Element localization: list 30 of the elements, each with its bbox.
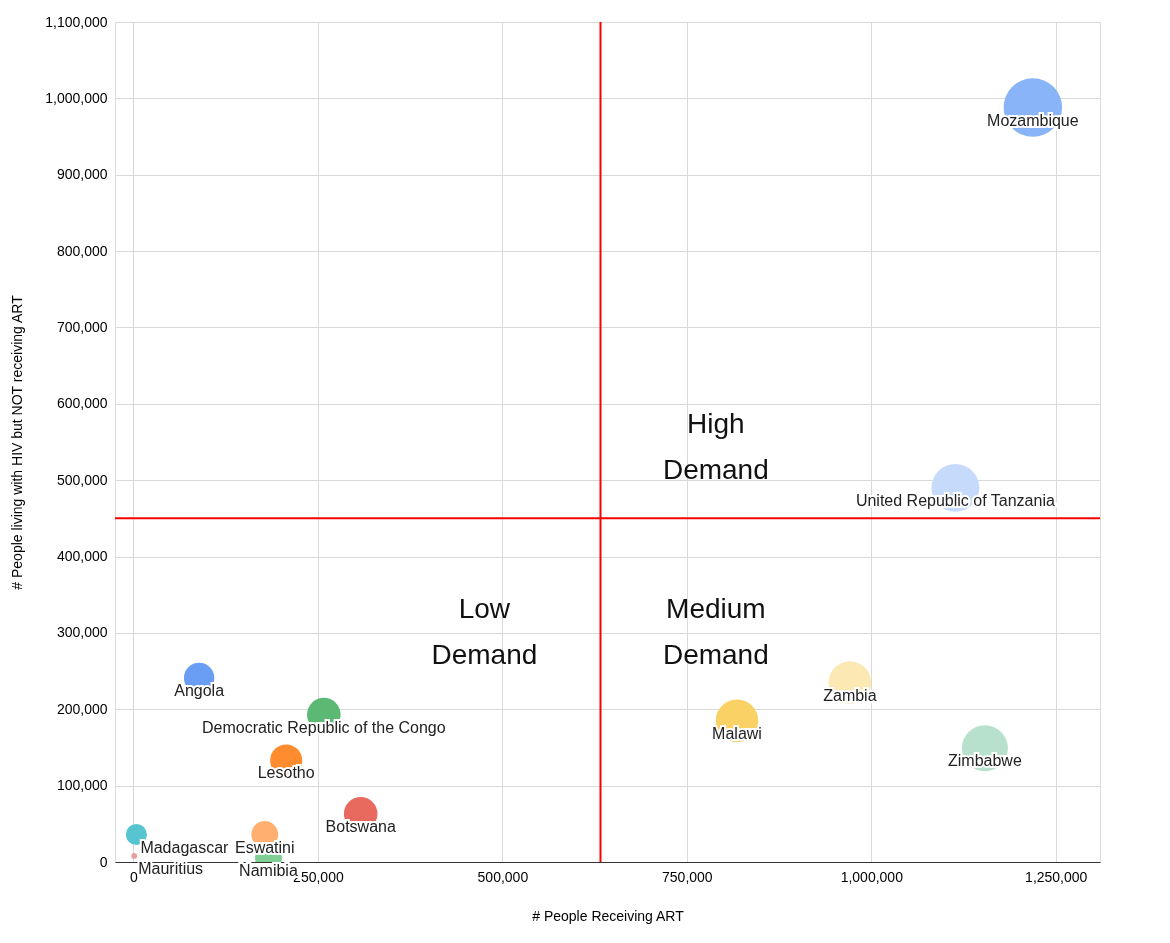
data-label: United Republic of Tanzania — [855, 491, 1055, 509]
y-tick-label: 1,000,000 — [45, 89, 108, 106]
x-tick-label: 1,250,000 — [1025, 868, 1088, 885]
x-tick-label: 750,000 — [662, 868, 713, 885]
y-tick-label: 900,000 — [56, 166, 108, 183]
data-label: Angola — [174, 681, 225, 699]
x-tick-label: 0 — [130, 868, 139, 885]
data-label: Democratic Republic of the Congo — [201, 718, 446, 736]
annotation: Low Demand — [431, 593, 538, 670]
y-tick-label: 800,000 — [56, 242, 108, 259]
y-tick-label: 0 — [99, 853, 108, 870]
y-tick-label: 600,000 — [56, 395, 108, 412]
x-tick-label: 500,000 — [477, 868, 529, 885]
data-label: Lesotho — [257, 764, 315, 782]
annotation: Medium Demand — [662, 593, 769, 670]
y-tick-label: 300,000 — [56, 624, 108, 641]
y-tick-label: 200,000 — [56, 700, 108, 717]
data-label: Zimbabwe — [947, 752, 1022, 770]
y-tick-label: 700,000 — [56, 318, 108, 335]
y-tick-label: 400,000 — [56, 548, 108, 565]
x-tick-label: 1,000,000 — [840, 868, 904, 885]
y-axis-title: # People living with HIV but NOT receiving ART — [9, 294, 26, 590]
x-axis-title: # People Receiving ART — [532, 907, 685, 924]
y-tick-label: 500,000 — [56, 471, 108, 488]
data-label: Madagascar — [140, 838, 230, 856]
annotation: High Demand — [662, 408, 769, 486]
y-tick-label: 1,100,000 — [45, 13, 108, 30]
y-tick-label: 100,000 — [56, 777, 108, 794]
data-label: Mauritius — [138, 859, 204, 877]
data-label: Zambia — [823, 686, 877, 704]
